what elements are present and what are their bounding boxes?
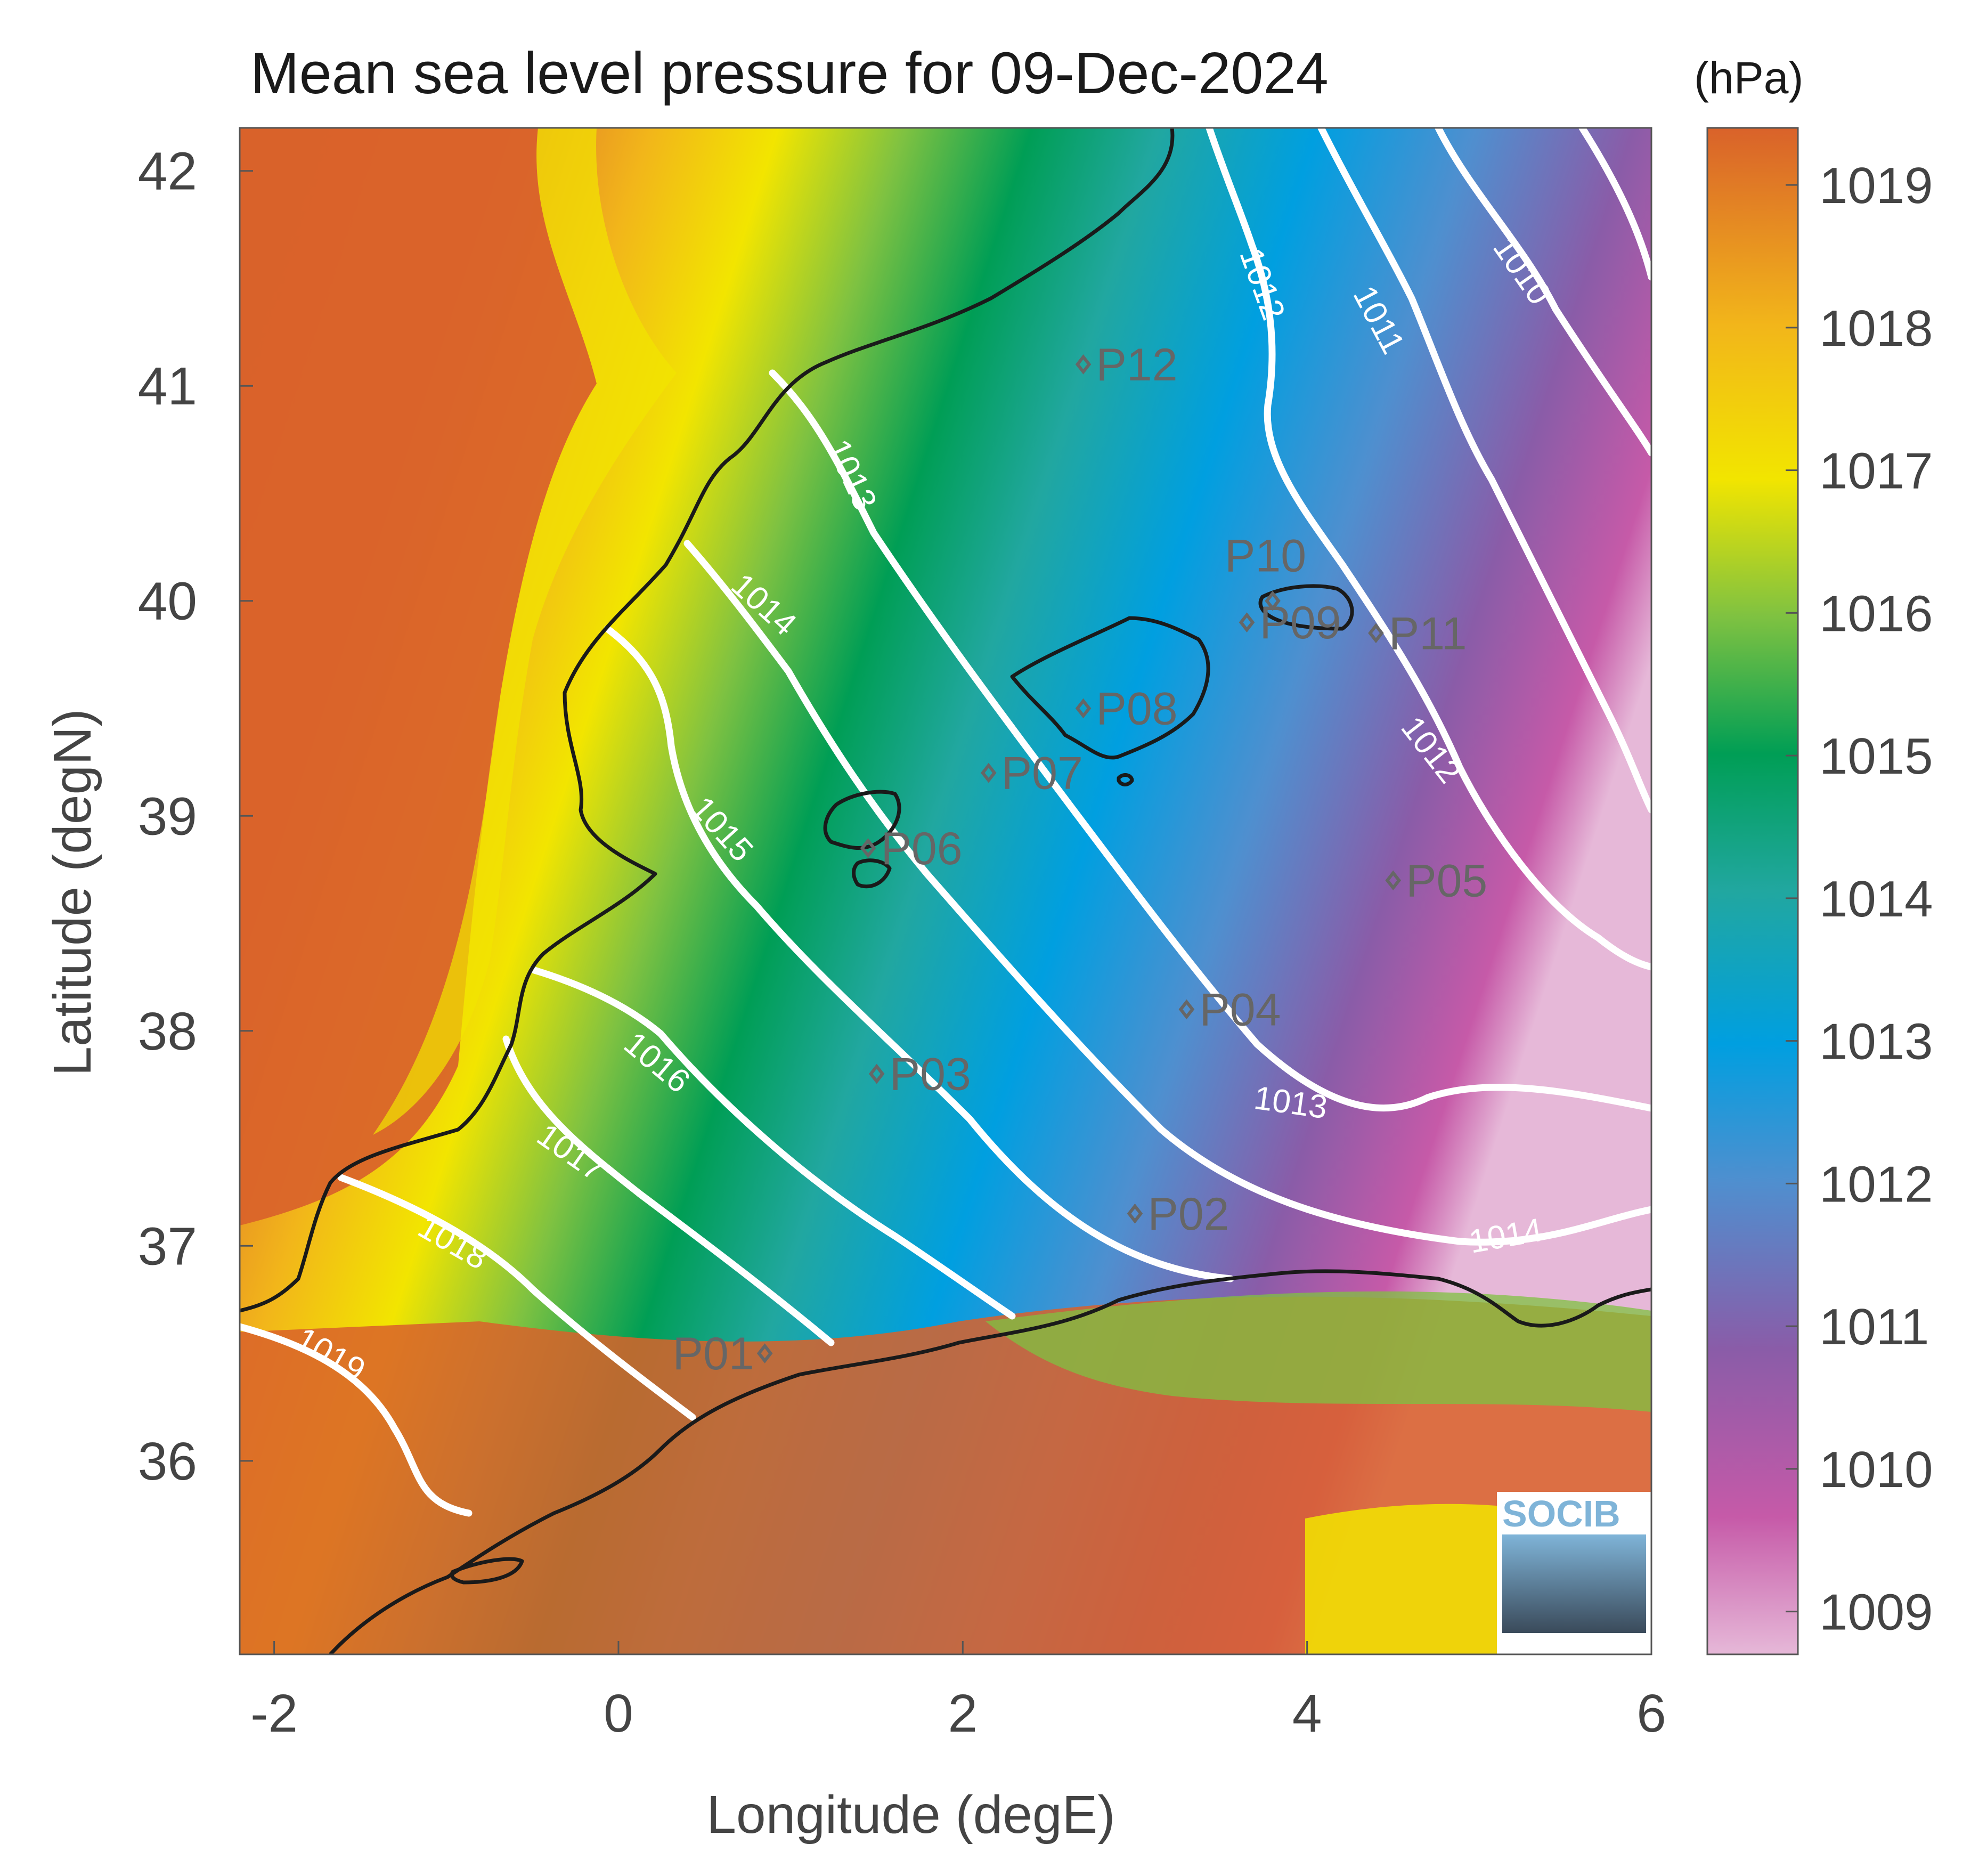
x-tick-label: -2: [250, 1684, 298, 1743]
y-tick-label: 40: [138, 572, 197, 631]
island-mallorca: [1010, 616, 1210, 760]
station-marker-p11: [1368, 623, 1384, 644]
station-marker-p04: [1178, 999, 1195, 1020]
chart-title: Mean sea level pressure for 09-Dec-2024: [250, 40, 1329, 106]
colorbar-tick-label: 1015: [1819, 728, 1933, 785]
station-marker-p08: [1075, 698, 1092, 719]
land-africa-coast: [986, 1291, 1651, 1412]
station-label-p08: P08: [1096, 684, 1178, 735]
contour-lines: [240, 128, 1651, 1517]
colorbar-tick-label: 1009: [1819, 1584, 1933, 1641]
station-label-p03: P03: [890, 1049, 971, 1100]
y-tick-label: 36: [138, 1432, 197, 1491]
socib-logo: SOCIB: [1497, 1492, 1651, 1654]
contour-1014: [683, 540, 1651, 1246]
y-tick-label: 37: [138, 1216, 197, 1276]
colorbar-tick-label: 1012: [1819, 1156, 1933, 1213]
station-marker-p02: [1127, 1203, 1143, 1224]
land-iberia-coast: [373, 128, 677, 1135]
contour-1016: [529, 966, 1016, 1320]
station-label-p12: P12: [1096, 339, 1178, 391]
station-marker-p10: [1265, 590, 1281, 611]
x-tick-label: 0: [604, 1684, 633, 1743]
logo-gradient: [1502, 1534, 1646, 1633]
x-axis-ticks: -2 0 2 4 6: [250, 1641, 1666, 1743]
station-label-p01: P01: [673, 1328, 754, 1379]
contour-1019: [240, 1323, 473, 1517]
contour-1010: [1435, 128, 1651, 457]
station-label-p11: P11: [1389, 608, 1467, 659]
colorbar-tick-label: 1014: [1819, 871, 1933, 928]
station-marker-p03: [868, 1063, 885, 1084]
station-marker-p05: [1385, 870, 1402, 891]
station-label-p04: P04: [1199, 984, 1281, 1035]
island-ibiza: [823, 790, 901, 850]
y-tick-label: 42: [138, 142, 197, 201]
station-marker-p12: [1075, 354, 1092, 375]
plot-frame: [239, 127, 1652, 1655]
land-iberia: [240, 128, 597, 1225]
colorbar: [1706, 127, 1799, 1655]
y-axis-label: Latitude (degN): [43, 709, 102, 1076]
y-axis-ticks: 36 37 38 39 40 41 42: [138, 142, 253, 1491]
colorbar-unit: (hPa): [1694, 53, 1803, 103]
contour-1017: [502, 1035, 835, 1346]
x-tick-label: 4: [1292, 1684, 1322, 1743]
y-tick-label: 38: [138, 1002, 197, 1061]
contour-1012: [1206, 128, 1651, 971]
coastline-north-africa: [329, 1269, 1651, 1654]
station-marker-p09: [1239, 612, 1255, 632]
colorbar-tick-label: 1011: [1819, 1298, 1929, 1355]
x-tick-label: 2: [948, 1684, 978, 1743]
x-axis-label: Longitude (degE): [706, 1785, 1115, 1845]
island-formentera: [852, 858, 892, 889]
y-tick-label: 39: [138, 786, 197, 846]
contour-1013: [769, 369, 1651, 1112]
contour-1010b: [1578, 128, 1651, 281]
contour-1015: [604, 625, 1234, 1282]
station-label-p10: P10: [1225, 531, 1306, 582]
station-marker-p07: [980, 762, 997, 783]
station-label-p07: P07: [1001, 748, 1083, 799]
colorbar-tick-label: 1019: [1819, 157, 1933, 214]
colorbar-tick-label: 1018: [1819, 300, 1933, 357]
colorbar-ticks: 1009 1010 1011 1012 1013 1014 1015 1016 1017 1018…: [1786, 157, 1933, 1641]
colorbar-tick-label: 1013: [1819, 1013, 1933, 1070]
island-cabrera: [1117, 773, 1134, 786]
colorbar-tick-label: 1016: [1819, 585, 1933, 642]
station-label-p02: P02: [1147, 1189, 1229, 1240]
station-label-p05: P05: [1406, 855, 1487, 906]
island-menorca: [1258, 584, 1354, 631]
logo-text: SOCIB: [1502, 1493, 1620, 1534]
station-marker-p01: [756, 1343, 773, 1363]
y-tick-label: 41: [138, 356, 197, 416]
station-marker-p06: [860, 838, 876, 858]
plot-area: 1010101110121012101310131014101410151016…: [240, 128, 1651, 1654]
colorbar-tick-label: 1017: [1819, 443, 1933, 500]
island-alboran: [450, 1557, 524, 1585]
coastline-iberia: [240, 128, 1175, 1313]
contour-1011: [1317, 128, 1651, 814]
colorbar-tick-label: 1010: [1819, 1441, 1933, 1498]
x-tick-label: 6: [1636, 1684, 1666, 1743]
station-label-p06: P06: [881, 823, 963, 874]
contour-1018: [337, 1174, 696, 1421]
